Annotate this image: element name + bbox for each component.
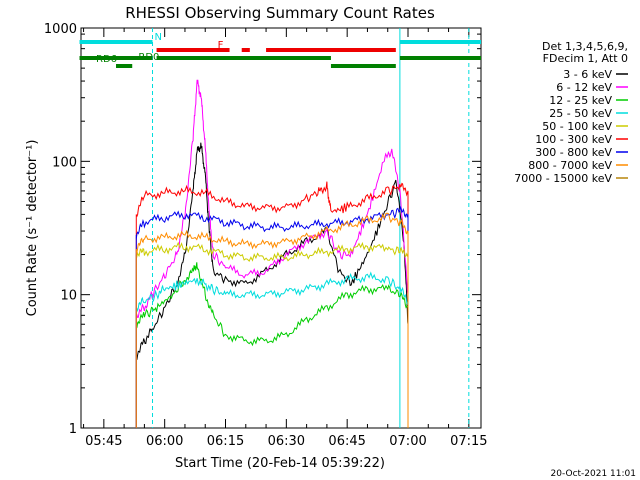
series-line bbox=[135, 205, 409, 239]
x-tick-label: 07:00 bbox=[389, 434, 426, 449]
chart-title: RHESSI Observing Summary Count Rates bbox=[125, 4, 435, 22]
x-axis-label: Start Time (20-Feb-14 05:39:22) bbox=[175, 456, 385, 471]
vertical-markers bbox=[152, 28, 470, 428]
status-bar-label: RD0 bbox=[138, 52, 159, 63]
series-line bbox=[135, 241, 409, 262]
series-line bbox=[135, 271, 409, 313]
x-tick-label: 05:45 bbox=[85, 434, 122, 449]
legend-entry-label: 300 - 800 keV bbox=[535, 146, 612, 159]
status-bar-label: F bbox=[218, 40, 224, 51]
y-tick-label: 1000 bbox=[44, 22, 77, 37]
legend-entry-label: 100 - 300 keV bbox=[535, 133, 612, 146]
legend-entry-label: 3 - 6 keV bbox=[563, 68, 612, 81]
footer-date: 20-Oct-2021 11:01 bbox=[551, 469, 636, 479]
series-line bbox=[135, 212, 409, 254]
y-tick-label: 10 bbox=[60, 289, 77, 304]
status-bar-label: RD6 bbox=[96, 54, 117, 65]
series-line bbox=[135, 262, 409, 347]
status-bar-label: N bbox=[155, 32, 162, 43]
x-tick-label: 06:00 bbox=[146, 434, 183, 449]
x-tick-label: 06:45 bbox=[328, 434, 365, 449]
x-tick-label: 06:15 bbox=[207, 434, 244, 449]
legend-entry-label: 12 - 25 keV bbox=[549, 94, 612, 107]
legend-entry-label: 6 - 12 keV bbox=[556, 81, 612, 94]
legend-header: FDecim 1, Att 0 bbox=[543, 52, 628, 65]
series-line bbox=[135, 142, 409, 361]
series-line bbox=[135, 79, 409, 318]
axes: 1 10 100 1000 05:45 06:00 06:15 06:30 06:45 07:00… bbox=[44, 22, 488, 449]
legend-header: Det 1,3,4,5,6,9, bbox=[542, 40, 628, 53]
x-tick-label: 06:30 bbox=[268, 434, 305, 449]
legend-entry-label: 800 - 7000 keV bbox=[528, 159, 612, 172]
series-lines bbox=[135, 79, 409, 428]
y-axis-label: Count Rate (s⁻¹ detector⁻¹) bbox=[25, 140, 40, 317]
plot-frame bbox=[80, 27, 482, 429]
y-tick-label: 100 bbox=[52, 155, 77, 170]
series-line bbox=[135, 181, 409, 218]
legend-entry-label: 50 - 100 keV bbox=[542, 120, 612, 133]
x-tick-label: 07:15 bbox=[450, 434, 487, 449]
legend-entry-label: 7000 - 15000 keV bbox=[514, 172, 612, 185]
status-bars: N F RD6 RD0 bbox=[79, 32, 481, 68]
legend: Det 1,3,4,5,6,9,FDecim 1, Att 0 3 - 6 keV… bbox=[514, 40, 628, 185]
y-tick-label: 1 bbox=[69, 422, 77, 437]
legend-entry-label: 25 - 50 keV bbox=[549, 107, 612, 120]
